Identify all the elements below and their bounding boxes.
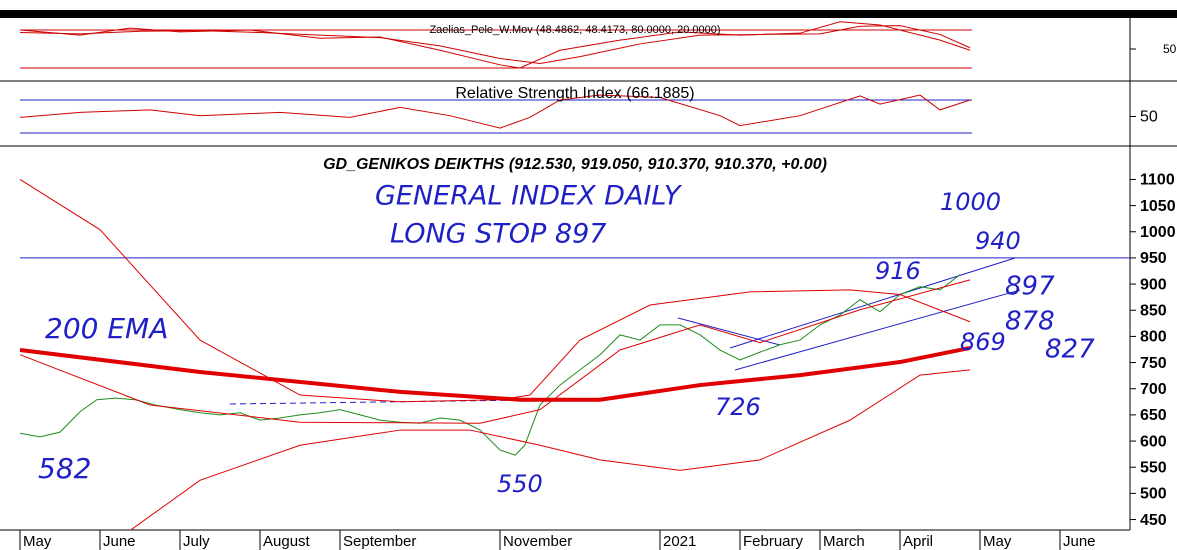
y-tick-label: 900: [1140, 276, 1167, 293]
annotation: 1000: [940, 188, 1001, 216]
annotation: 940: [975, 227, 1021, 255]
trend-line: [677, 317, 781, 346]
x-tick-label: July: [183, 533, 210, 550]
series-line: [19, 179, 971, 403]
annotation: 550: [497, 470, 543, 498]
x-tick-label: March: [823, 533, 865, 550]
x-tick-label: August: [263, 533, 311, 550]
annotation: 897: [1005, 272, 1055, 302]
panel-title: Relative Strength Index (66.1885): [455, 85, 694, 102]
x-tick-label: February: [743, 533, 804, 550]
annotation: LONG STOP 897: [390, 219, 606, 250]
y-tick-label: 500: [1140, 486, 1167, 503]
channel-line: [734, 289, 1021, 371]
y-tick-label: 1100: [1140, 172, 1175, 189]
annotation: 827: [1045, 335, 1095, 365]
y-tick-label: 750: [1140, 355, 1167, 372]
annotation: 878: [1005, 307, 1055, 337]
series-line: [129, 369, 971, 530]
x-tick-label: May: [23, 533, 52, 550]
y-tick-label: 550: [1140, 459, 1167, 476]
plots: 50 Zaelias_Pele_W.Mov (48.4862, 48.4173, …: [19, 21, 1177, 550]
x-tick-label: 2021: [663, 533, 696, 550]
y-tick-label: 50: [1163, 42, 1177, 56]
x-tick-label: September: [343, 533, 416, 550]
annotation: GENERAL INDEX DAILY: [375, 181, 683, 212]
y-tick-label: 700: [1140, 381, 1167, 398]
y-tick-label: 450: [1140, 512, 1167, 529]
y-tick-label: 50: [1140, 109, 1158, 126]
series-line: [19, 25, 971, 65]
y-tick-label: 650: [1140, 407, 1167, 424]
panel-title: GD_GENIKOS DEIKTHS (912.530, 919.050, 91…: [323, 156, 827, 173]
annotation: 726: [715, 393, 761, 421]
x-tick-label: April: [903, 533, 933, 550]
annotation: 916: [875, 257, 921, 285]
series-line: [19, 94, 971, 129]
annotation: 582: [38, 452, 91, 485]
x-tick-label: May: [983, 533, 1012, 550]
annotation: 869: [960, 328, 1006, 356]
x-tick-label: November: [503, 533, 572, 550]
annotation: 200 EMA: [45, 312, 168, 345]
y-tick-label: 600: [1140, 433, 1167, 450]
series-line: [19, 21, 971, 69]
y-tick-label: 1000: [1140, 224, 1176, 241]
panel-title: Zaelias_Pele_W.Mov (48.4862, 48.4173, 80…: [429, 24, 720, 36]
series-line: [19, 274, 961, 456]
y-tick-label: 800: [1140, 329, 1167, 346]
x-tick-label: June: [1063, 533, 1096, 550]
y-tick-label: 850: [1140, 302, 1167, 319]
channel-line: [729, 257, 1016, 349]
top-bar: [0, 10, 1177, 18]
series-line: [19, 345, 971, 402]
y-tick-label: 950: [1140, 250, 1167, 267]
y-tick-label: 1050: [1140, 198, 1176, 215]
trend-line: [229, 399, 531, 405]
series-line: [19, 279, 971, 424]
x-tick-label: June: [103, 533, 136, 550]
